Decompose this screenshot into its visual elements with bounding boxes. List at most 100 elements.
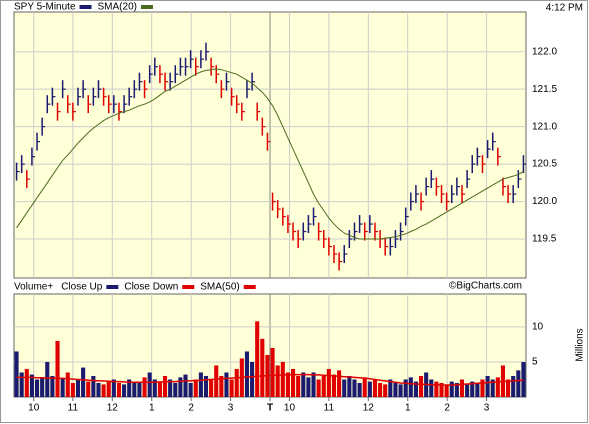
- y-tick-label: 119.5: [532, 234, 557, 245]
- legend-label: Volume+: [14, 282, 53, 293]
- volume-bar: [214, 365, 219, 397]
- volume-bar: [347, 375, 352, 397]
- volume-bar: [413, 381, 418, 397]
- volume-bar: [50, 375, 55, 397]
- volume-bar: [224, 372, 229, 397]
- volume-bar: [326, 368, 331, 397]
- x-tick-label: 2: [188, 403, 194, 414]
- volume-bar: [183, 374, 188, 397]
- volume-bar: [219, 375, 224, 397]
- volume-bar: [60, 378, 65, 397]
- y-tick-label: 10: [532, 322, 544, 333]
- volume-bar: [137, 381, 142, 397]
- volume-bar: [162, 375, 168, 397]
- volume-bar: [331, 374, 337, 397]
- volume-bar: [429, 379, 434, 397]
- volume-bar: [24, 368, 29, 397]
- volume-bar: [157, 381, 162, 397]
- volume-bar: [147, 372, 152, 397]
- time-label: 4:12 PM: [546, 3, 583, 14]
- volume-bar: [45, 361, 50, 397]
- y-tick-label: 121.5: [532, 84, 557, 95]
- volume-bar: [485, 375, 490, 397]
- volume-bar: [106, 381, 111, 397]
- volume-bar: [506, 379, 511, 397]
- x-tick-label: 1: [149, 403, 155, 414]
- volume-bar: [352, 379, 357, 397]
- legend-label: SMA(50): [200, 282, 239, 293]
- volume-bar: [296, 375, 301, 397]
- x-tick-label: 2: [444, 403, 450, 414]
- volume-bar: [81, 367, 86, 397]
- sma-line: [16, 68, 524, 240]
- x-tick-label: 3: [228, 403, 234, 414]
- volume-bar: [439, 382, 444, 397]
- volume-bar: [70, 382, 75, 397]
- x-tick-label: 11: [324, 403, 335, 414]
- volume-bar: [193, 379, 198, 397]
- volume-bar: [393, 382, 398, 397]
- volume-bar: [408, 377, 413, 397]
- volume-bar: [152, 379, 157, 397]
- legend-swatch: [79, 5, 92, 9]
- volume-bar: [372, 379, 378, 397]
- volume-bar: [229, 379, 234, 397]
- volume-bar: [168, 379, 173, 397]
- volume-bar: [495, 377, 500, 397]
- volume-bar: [127, 379, 132, 397]
- y-axis-label: Millions: [575, 328, 586, 361]
- volume-bar: [367, 381, 372, 397]
- volume-bar: [321, 375, 326, 397]
- y-tick-label: 5: [532, 357, 538, 368]
- volume-bar: [91, 375, 96, 397]
- legend-swatch: [140, 5, 153, 9]
- volume-bar: [454, 382, 459, 397]
- legend-label: SMA(20): [98, 2, 137, 13]
- volume-bar: [275, 365, 280, 397]
- volume-bar: [234, 368, 239, 397]
- volume-bar: [311, 372, 316, 397]
- volume-bar: [418, 375, 424, 397]
- volume-bar: [86, 381, 91, 397]
- volume-bar: [378, 382, 383, 397]
- volume-bar: [96, 382, 101, 397]
- volume-bar: [19, 372, 24, 397]
- volume-bar: [388, 379, 393, 397]
- volume-bar: [403, 379, 408, 397]
- volume-bar: [306, 377, 311, 397]
- x-tick-label: T: [267, 403, 273, 414]
- volume-bar: [516, 370, 521, 397]
- volume-bar: [480, 379, 485, 397]
- y-tick-label: 121.0: [532, 121, 557, 132]
- volume-bar: [188, 382, 193, 397]
- volume-bar: [337, 370, 342, 397]
- x-tick-label: 10: [28, 403, 40, 414]
- x-tick-label: 3: [484, 403, 490, 414]
- volume-bar: [285, 372, 290, 397]
- volume-bar: [260, 338, 265, 397]
- volume-bar: [270, 347, 275, 397]
- volume-bar: [383, 384, 388, 397]
- volume-bar: [398, 384, 403, 397]
- volume-bar: [470, 381, 475, 397]
- volume-bar: [511, 375, 516, 397]
- volume-bar: [459, 379, 465, 397]
- volume-bar: [75, 379, 81, 397]
- legend-label: Close Down: [124, 282, 178, 293]
- volume-bar: [14, 351, 19, 397]
- volume-bar: [111, 379, 116, 397]
- volume-bar: [34, 379, 40, 397]
- volume-bar: [122, 384, 127, 397]
- volume-bar: [198, 372, 203, 397]
- volume-bar: [475, 382, 480, 397]
- volume-bar: [55, 340, 60, 397]
- volume-bar: [342, 379, 347, 397]
- volume-bar: [101, 384, 106, 397]
- legend-swatch: [243, 285, 256, 289]
- volume-bar: [116, 382, 122, 397]
- volume-bar: [357, 382, 362, 397]
- volume-bar: [173, 382, 178, 397]
- x-tick-label: 1: [405, 403, 411, 414]
- x-tick-label: 12: [107, 403, 119, 414]
- volume-bar: [203, 375, 209, 397]
